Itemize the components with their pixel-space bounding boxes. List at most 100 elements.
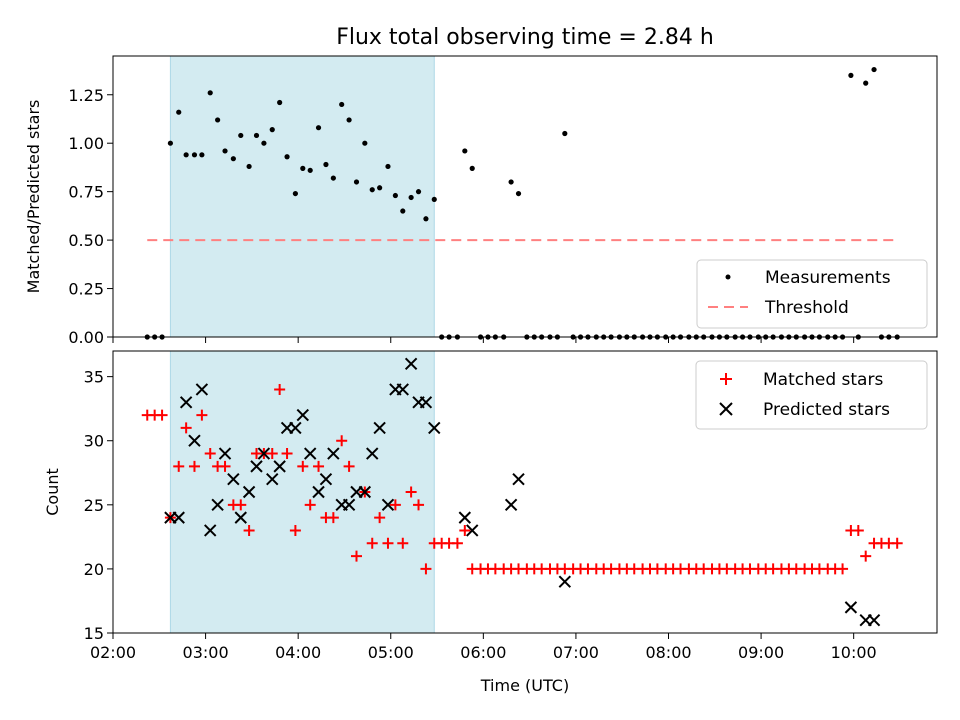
legend-predicted-label: Predicted stars	[763, 400, 890, 420]
top-y-tick-label: 0.50	[68, 231, 104, 250]
measurement-point	[167, 140, 174, 146]
predicted-star-point	[458, 511, 472, 524]
predicted-star-point	[273, 460, 286, 473]
measurement-point	[863, 80, 869, 86]
measurement-point	[346, 117, 352, 123]
measurement-point	[385, 163, 391, 170]
measurement-point	[284, 154, 290, 160]
x-axis-label: Time (UTC)	[480, 676, 569, 695]
top-shaded-span	[169, 55, 435, 338]
predicted-star-point	[396, 383, 409, 396]
matched-star-point	[274, 383, 286, 395]
top-panel: Flux total observing time = 2.84 h Match…	[24, 25, 938, 347]
predicted-star-point	[234, 511, 247, 524]
matched-star-point	[343, 460, 355, 472]
x-tick-label: 07:00	[553, 643, 599, 662]
predicted-star-point	[404, 357, 418, 371]
bottom-y-tick-label: 15	[84, 624, 104, 643]
predicted-star-point	[558, 575, 572, 588]
measurement-point	[323, 161, 329, 168]
bottom-panel: Count Time (UTC) 15 20 25 30 35 02:00 03:00 04…	[43, 350, 938, 695]
measurement-point	[176, 109, 182, 115]
matched-star-point	[196, 409, 208, 421]
x-tick-label: 03:00	[183, 643, 229, 662]
measurement-point	[191, 152, 198, 158]
measurement-point	[515, 190, 522, 197]
measurement-point	[369, 187, 375, 193]
matched-star-point	[266, 448, 278, 460]
matched-star-point	[281, 448, 293, 460]
x-tick-label: 10:00	[831, 643, 877, 662]
bottom-y-ticks: 15 20 25 30 35	[84, 368, 113, 643]
bottom-legend-box	[695, 360, 928, 430]
bottom-x-ticks: 02:00 03:00 04:00 05:00 06:00 07:00 08:00 09:00…	[90, 633, 877, 662]
measurement-point	[215, 117, 221, 123]
measurement-point	[300, 165, 306, 171]
matched-star-point	[336, 435, 348, 447]
measurement-point	[392, 192, 398, 199]
matched-star-point	[173, 460, 185, 472]
matched-star-point	[304, 499, 316, 511]
top-plot-frame	[112, 55, 938, 338]
predicted-star-points	[164, 357, 881, 627]
predicted-star-point	[211, 498, 224, 512]
measurement-point	[222, 148, 228, 154]
bottom-shaded-span	[169, 350, 435, 634]
measurement-point	[253, 132, 260, 139]
measurement-point	[307, 167, 313, 173]
bottom-y-tick-label: 20	[84, 560, 104, 579]
matched-star-point	[180, 422, 192, 434]
predicted-star-point	[373, 421, 386, 435]
top-panel-title: Flux total observing time = 2.84 h	[336, 25, 714, 50]
measurement-point	[330, 175, 336, 181]
predicted-star-point	[242, 485, 256, 499]
predicted-star-point	[319, 472, 333, 486]
matched-star-point	[156, 409, 168, 421]
bottom-y-axis-label: Count	[43, 468, 62, 516]
predicted-star-point	[381, 498, 395, 512]
predicted-star-point	[188, 434, 201, 447]
predicted-star-point	[172, 511, 185, 524]
top-y-ticks: 0.00 0.25 0.50 0.75 1.00 1.25	[68, 86, 113, 347]
top-y-tick-label: 0.00	[68, 328, 104, 347]
predicted-star-point	[289, 421, 302, 435]
measurement-point	[377, 185, 383, 191]
measurement-point	[871, 66, 877, 73]
x-tick-label: 08:00	[645, 643, 691, 662]
x-tick-label: 04:00	[275, 643, 321, 662]
predicted-star-point	[218, 447, 232, 460]
measurement-point	[269, 127, 275, 133]
predicted-star-point	[312, 485, 325, 499]
x-tick-label: 02:00	[90, 643, 136, 662]
matched-star-point	[188, 460, 200, 472]
matched-star-point	[860, 550, 872, 562]
measurement-point	[207, 90, 213, 96]
bottom-y-tick-label: 30	[84, 432, 104, 451]
matched-star-point	[204, 448, 216, 460]
legend-threshold-label: Threshold	[764, 298, 849, 318]
measurement-point	[246, 163, 252, 170]
legend-measurements-label: Measurements	[765, 268, 891, 288]
top-y-axis-label: Matched/Predicted stars	[24, 100, 43, 294]
measurement-point	[562, 130, 568, 137]
measurement-point	[315, 125, 322, 131]
matched-star-point	[451, 537, 463, 549]
top-x-ticks	[112, 337, 855, 343]
top-y-tick-label: 0.75	[68, 183, 104, 202]
bottom-y-tick-label: 35	[84, 368, 104, 387]
matched-star-point	[374, 512, 386, 524]
predicted-star-point	[266, 472, 279, 486]
predicted-star-point	[296, 408, 310, 422]
matched-star-point	[413, 499, 425, 511]
measurement-point	[408, 194, 414, 201]
matched-star-point	[235, 499, 247, 511]
matched-star-point	[837, 563, 849, 575]
legend-predicted-marker	[719, 402, 733, 416]
measurement-point	[238, 132, 244, 139]
measurement-point	[508, 179, 514, 185]
measurement-point	[415, 189, 422, 195]
matched-star-points	[141, 383, 903, 575]
legend-matched-marker	[720, 373, 732, 385]
top-y-tick-label: 1.00	[68, 134, 104, 153]
